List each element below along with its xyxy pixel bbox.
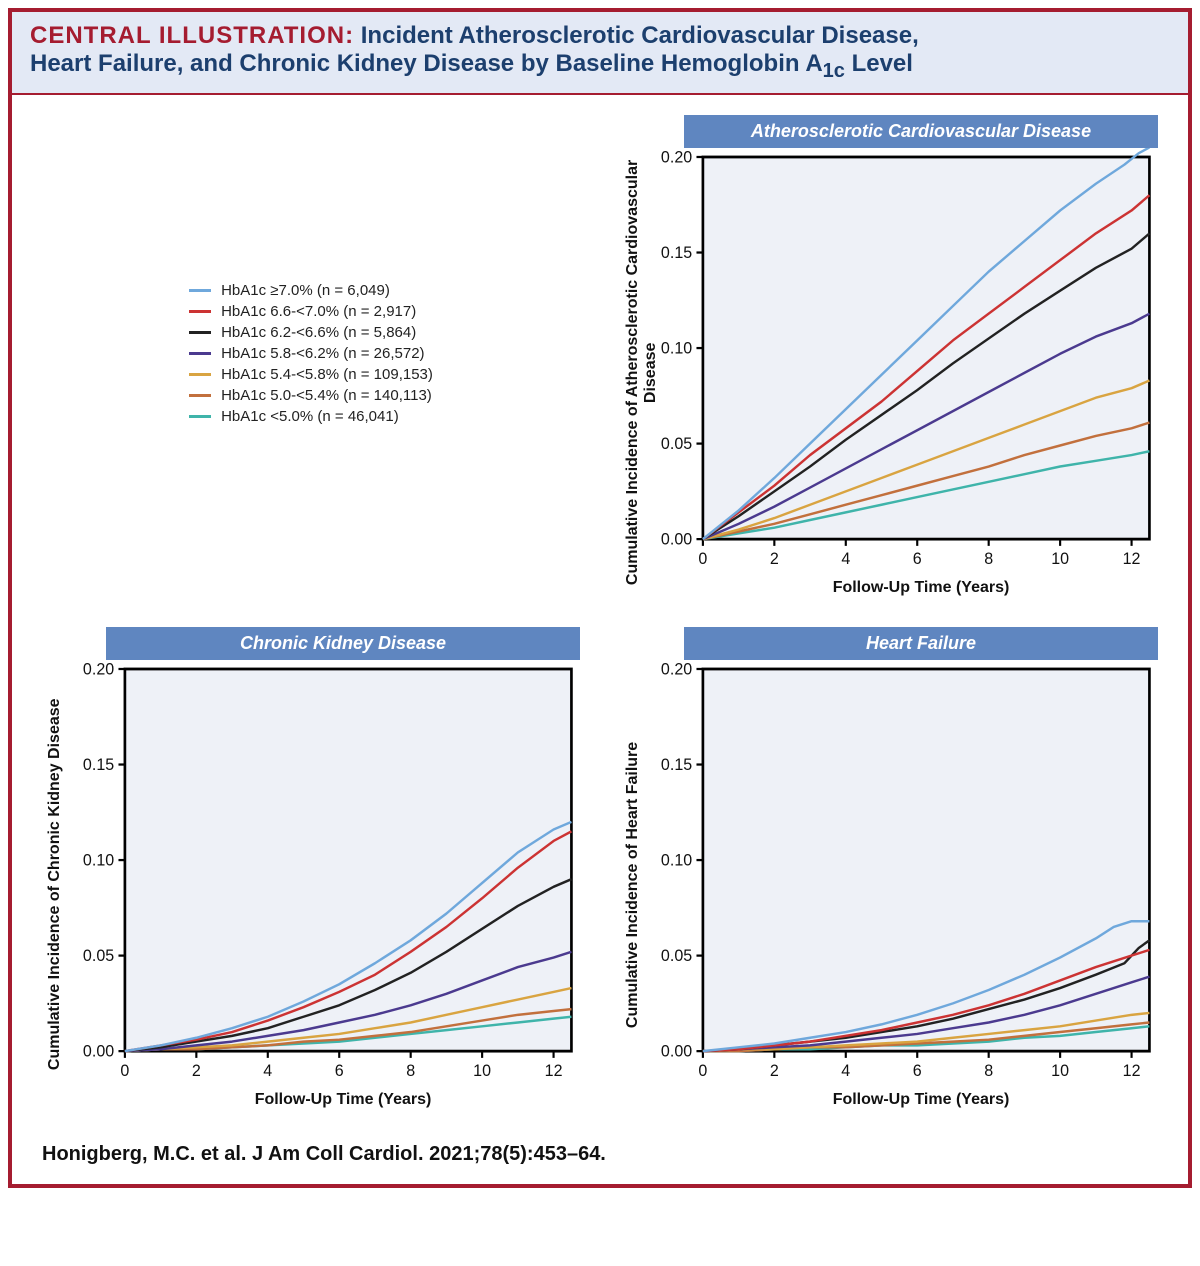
svg-text:0.15: 0.15 — [661, 756, 692, 774]
legend-item: HbA1c 5.4-<5.8% (n = 109,153) — [189, 366, 433, 383]
panel-header-ckd: Chronic Kidney Disease — [106, 627, 580, 660]
panel-header-hf: Heart Failure — [684, 627, 1158, 660]
svg-text:10: 10 — [473, 1061, 491, 1079]
xlabel-ascvd: Follow-Up Time (Years) — [684, 579, 1158, 597]
svg-text:12: 12 — [1123, 549, 1141, 567]
svg-text:2: 2 — [770, 549, 779, 567]
legend-label: HbA1c <5.0% (n = 46,041) — [221, 408, 399, 425]
legend-item: HbA1c 6.6-<7.0% (n = 2,917) — [189, 303, 433, 320]
title-lead: CENTRAL ILLUSTRATION: — [30, 22, 354, 49]
svg-text:0.10: 0.10 — [661, 339, 692, 357]
legend-list: HbA1c ≥7.0% (n = 6,049) HbA1c 6.6-<7.0% (… — [189, 282, 433, 429]
figure-frame: CENTRAL ILLUSTRATION: Incident Atheroscl… — [8, 8, 1192, 1188]
plot-ckd: 0.00 0.05 0.10 0.15 0.20 0 2 4 6 8 10 12 — [66, 660, 580, 1087]
svg-text:0: 0 — [698, 1061, 707, 1079]
legend-item: HbA1c <5.0% (n = 46,041) — [189, 408, 433, 425]
ylabel-ascvd: Cumulative Incidence of Atherosclerotic … — [620, 148, 644, 597]
legend-swatch — [189, 310, 211, 313]
plot-hf: 0.00 0.05 0.10 0.15 0.20 0 2 4 6 8 10 12 — [644, 660, 1158, 1087]
svg-text:0.15: 0.15 — [83, 756, 114, 774]
svg-text:0.00: 0.00 — [83, 1042, 114, 1060]
svg-text:0: 0 — [698, 549, 707, 567]
svg-text:4: 4 — [841, 549, 850, 567]
svg-text:8: 8 — [984, 549, 993, 567]
svg-text:0.10: 0.10 — [83, 851, 114, 869]
plot-ascvd: 0.00 0.05 0.10 0.15 0.20 0 2 4 6 8 10 12 — [644, 148, 1158, 575]
legend-swatch — [189, 289, 211, 292]
legend-swatch — [189, 394, 211, 397]
legend-label: HbA1c 6.2-<6.6% (n = 5,864) — [221, 324, 416, 341]
legend-item: HbA1c ≥7.0% (n = 6,049) — [189, 282, 433, 299]
svg-text:12: 12 — [1123, 1061, 1141, 1079]
legend-swatch — [189, 373, 211, 376]
content-grid: HbA1c ≥7.0% (n = 6,049) HbA1c 6.6-<7.0% (… — [12, 95, 1188, 1184]
svg-text:0.20: 0.20 — [661, 148, 692, 166]
svg-text:0.05: 0.05 — [83, 947, 114, 965]
legend-item: HbA1c 5.8-<6.2% (n = 26,572) — [189, 345, 433, 362]
panel-ascvd: Atherosclerotic Cardiovascular Disease C… — [620, 115, 1158, 597]
citation: Honigberg, M.C. et al. J Am Coll Cardiol… — [42, 1139, 1158, 1174]
xlabel-hf: Follow-Up Time (Years) — [684, 1091, 1158, 1109]
svg-text:0.00: 0.00 — [661, 530, 692, 548]
chart-wrap-ckd: Cumulative Incidence of Chronic Kidney D… — [42, 660, 580, 1109]
legend-label: HbA1c 5.0-<5.4% (n = 140,113) — [221, 387, 432, 404]
title-subscript: 1c — [823, 60, 845, 82]
svg-text:0.15: 0.15 — [661, 244, 692, 262]
svg-text:6: 6 — [913, 549, 922, 567]
svg-text:0.05: 0.05 — [661, 947, 692, 965]
svg-text:0.20: 0.20 — [661, 660, 692, 678]
legend-panel: HbA1c ≥7.0% (n = 6,049) HbA1c 6.6-<7.0% (… — [42, 115, 580, 597]
legend-swatch — [189, 415, 211, 418]
svg-text:0.20: 0.20 — [83, 660, 114, 678]
panel-header-ascvd: Atherosclerotic Cardiovascular Disease — [684, 115, 1158, 148]
title-band: CENTRAL ILLUSTRATION: Incident Atheroscl… — [12, 12, 1188, 95]
svg-text:0.05: 0.05 — [661, 435, 692, 453]
legend-label: HbA1c 6.6-<7.0% (n = 2,917) — [221, 303, 416, 320]
svg-text:8: 8 — [984, 1061, 993, 1079]
svg-text:2: 2 — [770, 1061, 779, 1079]
ylabel-ckd: Cumulative Incidence of Chronic Kidney D… — [42, 660, 66, 1109]
legend-label: HbA1c ≥7.0% (n = 6,049) — [221, 282, 390, 299]
legend-label: HbA1c 5.4-<5.8% (n = 109,153) — [221, 366, 433, 383]
svg-text:6: 6 — [335, 1061, 344, 1079]
svg-text:0.10: 0.10 — [661, 851, 692, 869]
chart-wrap-hf: Cumulative Incidence of Heart Failure 0.… — [620, 660, 1158, 1109]
title-line2: Heart Failure, and Chronic Kidney Diseas… — [30, 50, 1170, 83]
title-line: CENTRAL ILLUSTRATION: Incident Atheroscl… — [30, 22, 1170, 50]
panel-hf: Heart Failure Cumulative Incidence of He… — [620, 627, 1158, 1109]
legend-swatch — [189, 331, 211, 334]
xlabel-ckd: Follow-Up Time (Years) — [106, 1091, 580, 1109]
panel-ckd: Chronic Kidney Disease Cumulative Incide… — [42, 627, 580, 1109]
svg-text:2: 2 — [192, 1061, 201, 1079]
ylabel-hf: Cumulative Incidence of Heart Failure — [620, 660, 644, 1109]
svg-text:6: 6 — [913, 1061, 922, 1079]
svg-text:0.00: 0.00 — [661, 1042, 692, 1060]
svg-text:10: 10 — [1051, 1061, 1069, 1079]
svg-text:10: 10 — [1051, 549, 1069, 567]
chart-wrap-ascvd: Cumulative Incidence of Atherosclerotic … — [620, 148, 1158, 597]
svg-text:4: 4 — [263, 1061, 272, 1079]
legend-swatch — [189, 352, 211, 355]
legend-item: HbA1c 6.2-<6.6% (n = 5,864) — [189, 324, 433, 341]
legend-label: HbA1c 5.8-<6.2% (n = 26,572) — [221, 345, 424, 362]
svg-text:4: 4 — [841, 1061, 850, 1079]
svg-text:0: 0 — [120, 1061, 129, 1079]
title-rest-1: Incident Atherosclerotic Cardiovascular … — [354, 22, 919, 49]
svg-text:12: 12 — [545, 1061, 563, 1079]
svg-text:8: 8 — [406, 1061, 415, 1079]
legend-item: HbA1c 5.0-<5.4% (n = 140,113) — [189, 387, 433, 404]
